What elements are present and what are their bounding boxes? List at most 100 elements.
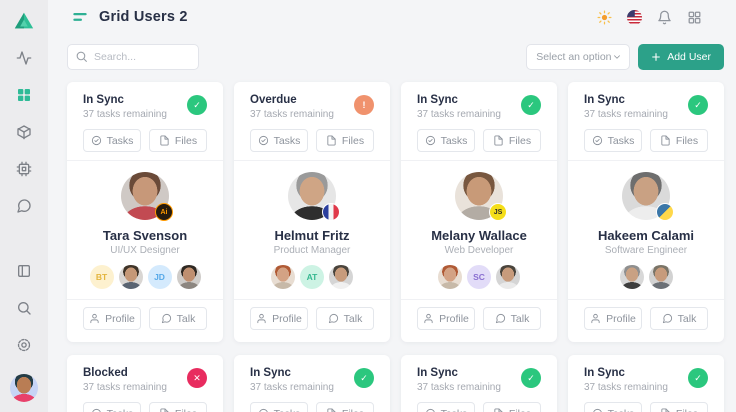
card-status-sub: 37 tasks remaining bbox=[250, 109, 334, 120]
app-logo[interactable] bbox=[13, 7, 35, 34]
sidebar-item-search[interactable] bbox=[16, 300, 32, 316]
card-status-label: In Sync bbox=[417, 94, 458, 106]
status-badge-icon: ✓ bbox=[688, 95, 708, 115]
sun-icon[interactable] bbox=[597, 10, 612, 25]
us-flag-icon[interactable] bbox=[627, 9, 642, 25]
card-footer: Profile Talk bbox=[401, 300, 557, 342]
sidebar-item-components[interactable] bbox=[16, 124, 32, 140]
card-status-label: In Sync bbox=[584, 367, 625, 379]
user-card: Blocked 37 tasks remaining ✕ Tasks Files bbox=[67, 355, 223, 412]
status-badge-icon: ✓ bbox=[354, 368, 374, 388]
profile-button-label: Profile bbox=[606, 312, 636, 325]
talk-button[interactable]: Talk bbox=[483, 307, 541, 330]
card-status-label: In Sync bbox=[83, 94, 124, 106]
files-button[interactable]: Files bbox=[483, 402, 541, 412]
sidebar-item-activity[interactable] bbox=[16, 50, 32, 66]
files-button[interactable]: Files bbox=[650, 402, 708, 412]
tasks-button[interactable]: Tasks bbox=[417, 402, 475, 412]
search-input[interactable] bbox=[67, 44, 199, 70]
profile-button[interactable]: Profile bbox=[584, 307, 642, 330]
files-button[interactable]: Files bbox=[316, 129, 374, 152]
tasks-button[interactable]: Tasks bbox=[250, 402, 308, 412]
card-status-label: In Sync bbox=[250, 367, 291, 379]
card-body: JS Melany Wallace Web Developer SC bbox=[401, 161, 557, 299]
tasks-button[interactable]: Tasks bbox=[83, 129, 141, 152]
bell-icon[interactable] bbox=[657, 10, 672, 25]
card-header: In Sync 37 tasks remaining ✓ Tasks Files bbox=[401, 82, 557, 160]
tasks-button[interactable]: Tasks bbox=[250, 129, 308, 152]
talk-button[interactable]: Talk bbox=[650, 307, 708, 330]
card-status-sub: 37 tasks remaining bbox=[584, 109, 668, 120]
tasks-button-label: Tasks bbox=[607, 134, 635, 147]
card-header: In Sync 37 tasks remaining ✓ Tasks Files bbox=[401, 355, 557, 412]
tasks-button[interactable]: Tasks bbox=[584, 129, 642, 152]
tasks-button-label: Tasks bbox=[440, 134, 468, 147]
talk-button-label: Talk bbox=[176, 312, 196, 325]
card-body: Hakeem Calami Software Engineer bbox=[568, 161, 724, 299]
profile-button[interactable]: Profile bbox=[83, 307, 141, 330]
sidebar-item-system[interactable] bbox=[16, 161, 32, 177]
file-icon bbox=[159, 135, 170, 146]
menu-toggle-icon[interactable] bbox=[72, 11, 88, 23]
files-button[interactable]: Files bbox=[483, 129, 541, 152]
user-name: Hakeem Calami bbox=[597, 228, 695, 243]
profile-avatar[interactable] bbox=[10, 374, 38, 402]
profile-button[interactable]: Profile bbox=[417, 307, 475, 330]
sidebar-item-settings[interactable] bbox=[16, 337, 32, 353]
files-button-label: Files bbox=[675, 134, 699, 147]
team-member-avatar bbox=[271, 265, 295, 289]
profile-button-label: Profile bbox=[439, 312, 469, 325]
apps-grid-icon[interactable] bbox=[687, 10, 702, 25]
files-button-label: Files bbox=[676, 408, 698, 412]
card-footer: Profile Talk bbox=[67, 300, 223, 342]
tasks-button[interactable]: Tasks bbox=[83, 402, 141, 412]
tasks-button[interactable]: Tasks bbox=[417, 129, 475, 152]
files-button-label: Files bbox=[342, 408, 364, 412]
user-name: Tara Svenson bbox=[102, 228, 188, 243]
tasks-button-label: Tasks bbox=[106, 134, 134, 147]
card-divider-top bbox=[401, 160, 557, 161]
sidebar-item-chat[interactable] bbox=[16, 198, 32, 214]
file-icon bbox=[493, 135, 504, 146]
user-icon bbox=[89, 313, 100, 324]
talk-button-label: Talk bbox=[677, 312, 697, 325]
profile-button[interactable]: Profile bbox=[250, 307, 308, 330]
files-button-label: Files bbox=[509, 408, 531, 412]
filter-select-value: Select an option bbox=[536, 51, 612, 63]
talk-button[interactable]: Talk bbox=[149, 307, 207, 330]
tasks-button-label: Tasks bbox=[441, 408, 468, 412]
card-divider-top bbox=[568, 160, 724, 161]
chevron-down-icon bbox=[612, 52, 622, 62]
card-status-sub: 37 tasks remaining bbox=[584, 382, 668, 393]
card-status-label: Overdue bbox=[250, 94, 297, 106]
team-avatars: BT JD bbox=[79, 265, 211, 289]
team-member-avatar bbox=[438, 265, 462, 289]
status-badge-icon: ✓ bbox=[688, 368, 708, 388]
card-header: In Sync 37 tasks remaining ✓ Tasks Files bbox=[568, 355, 724, 412]
files-button-label: Files bbox=[341, 134, 365, 147]
user-card: In Sync 37 tasks remaining ✓ Tasks Files bbox=[401, 355, 557, 412]
user-icon bbox=[423, 313, 434, 324]
team-member-avatar bbox=[619, 265, 644, 289]
talk-button[interactable]: Talk bbox=[316, 307, 374, 330]
files-button[interactable]: Files bbox=[149, 402, 207, 412]
card-header: In Sync 37 tasks remaining ✓ Tasks Files bbox=[67, 82, 223, 160]
add-user-button[interactable]: Add User bbox=[638, 44, 724, 70]
card-divider-bottom bbox=[67, 299, 223, 300]
user-card: In Sync 37 tasks remaining ✓ Tasks Files bbox=[401, 82, 557, 342]
files-button[interactable]: Files bbox=[149, 129, 207, 152]
chat-icon bbox=[328, 313, 339, 324]
check-circle-icon bbox=[91, 135, 102, 146]
filter-select[interactable]: Select an option bbox=[526, 44, 631, 70]
tasks-button[interactable]: Tasks bbox=[584, 402, 642, 412]
files-button[interactable]: Files bbox=[316, 402, 374, 412]
triangle-logo-icon bbox=[14, 12, 34, 28]
card-header: Overdue 37 tasks remaining ! Tasks Files bbox=[234, 82, 390, 160]
files-button[interactable]: Files bbox=[650, 129, 708, 152]
status-badge-icon: ✕ bbox=[187, 368, 207, 388]
sidebar-item-layout[interactable] bbox=[16, 263, 32, 279]
file-icon bbox=[660, 408, 671, 412]
card-status-sub: 37 tasks remaining bbox=[417, 109, 501, 120]
user-role: Software Engineer bbox=[604, 245, 688, 256]
sidebar-item-grid-users[interactable] bbox=[16, 87, 32, 103]
